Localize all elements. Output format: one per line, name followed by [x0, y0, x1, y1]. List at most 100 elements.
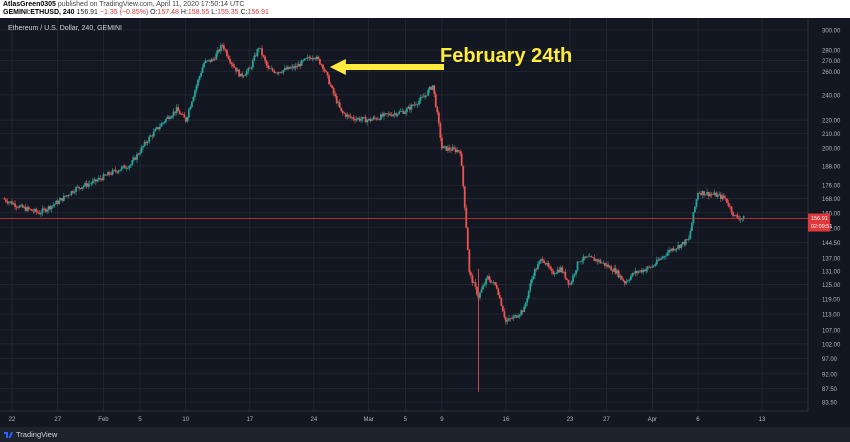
candle-body: [142, 146, 144, 148]
candle-body: [724, 197, 727, 199]
candle-body: [146, 142, 149, 144]
candle-body: [319, 59, 321, 65]
last-price-badge: [808, 213, 830, 232]
candle-body: [91, 180, 94, 184]
candle-body: [207, 59, 210, 61]
candle-body: [328, 75, 330, 85]
candle-body: [209, 59, 212, 62]
candle-body: [267, 65, 269, 69]
candle-body: [633, 273, 635, 274]
candle-body: [462, 165, 465, 187]
candle-body: [192, 96, 195, 102]
candle-body: [268, 68, 271, 69]
candle-body: [727, 202, 730, 207]
candle-body: [544, 262, 547, 265]
candle-body: [399, 111, 402, 112]
candle-body: [683, 241, 686, 245]
candle-body: [415, 104, 417, 106]
candle-body: [27, 207, 30, 210]
candle-body: [457, 150, 460, 152]
candle-body: [636, 271, 638, 273]
candle-body: [81, 187, 84, 189]
candle-body: [149, 135, 152, 137]
candle-body: [282, 70, 285, 73]
candle-body: [601, 262, 603, 264]
candle-body: [692, 212, 695, 223]
candle-body: [427, 89, 430, 96]
candle-body: [105, 175, 108, 176]
candle-body: [72, 191, 74, 193]
candle-body: [265, 60, 268, 66]
time-tick-label: Feb: [98, 417, 109, 423]
candle-body: [255, 55, 257, 57]
candle-body: [533, 269, 536, 276]
candle-body: [270, 68, 273, 70]
candle-body: [540, 259, 542, 262]
candle-body: [238, 69, 241, 77]
candle-body: [587, 256, 590, 258]
tradingview-logo[interactable]: TradingView: [4, 430, 57, 439]
price-chart[interactable]: 83.50 87.50 92.00 97.00 102.00 107.00 113.00 11…: [0, 18, 850, 427]
candle-body: [236, 69, 239, 72]
candle-body: [24, 206, 27, 211]
candle-body: [620, 275, 623, 280]
candle-body: [341, 111, 344, 113]
close-value: 156.91: [247, 9, 269, 16]
candle-body: [372, 117, 375, 120]
candle-body: [274, 72, 277, 74]
candle-body: [668, 249, 670, 253]
candle-body: [671, 248, 673, 251]
candle-body: [154, 129, 157, 132]
candle-body: [329, 84, 332, 86]
candle-body: [360, 119, 362, 121]
candle-body: [436, 107, 439, 113]
candle-body: [178, 111, 181, 115]
candle-body: [706, 192, 709, 195]
time-tick-label: 24: [310, 417, 317, 423]
candle-body: [463, 186, 466, 208]
time-tick-label: 16: [503, 417, 510, 423]
candle-body: [88, 183, 91, 185]
candle-body: [709, 194, 712, 197]
candle-body: [552, 270, 555, 275]
candle-body: [190, 101, 193, 107]
candle-body: [367, 118, 370, 121]
candle-body: [163, 121, 166, 123]
candle-body: [707, 192, 710, 197]
candle-body: [384, 113, 387, 114]
candle-body: [78, 186, 80, 189]
candle-body: [643, 269, 646, 272]
candle-body: [698, 192, 701, 194]
price-tick-label: 107.00: [822, 328, 841, 334]
candle-body: [218, 49, 221, 52]
candle-body: [290, 67, 292, 69]
candle-body: [497, 288, 500, 296]
time-tick-label: 27: [54, 417, 61, 423]
candle-body: [569, 284, 571, 285]
candle-body: [402, 111, 405, 114]
candle-body: [294, 65, 297, 69]
candle-body: [244, 74, 247, 76]
price-tick-label: 102.00: [822, 342, 841, 348]
candle-body: [445, 146, 448, 151]
candle-body: [442, 146, 445, 149]
candle-body: [302, 60, 305, 61]
candle-body: [200, 72, 202, 77]
candle-body: [658, 258, 661, 261]
author-name[interactable]: AtlasGreen0305: [3, 1, 56, 8]
candle-body: [43, 208, 45, 210]
candle-body: [719, 194, 722, 199]
candle-body: [222, 45, 225, 50]
candle-body: [181, 114, 184, 115]
last-price-value: 156.91: [811, 216, 828, 222]
candle-body: [53, 204, 56, 206]
candle-body: [416, 104, 419, 105]
candle-body: [701, 191, 704, 195]
candle-body: [631, 273, 634, 277]
candle-body: [675, 248, 678, 250]
candle-body: [338, 102, 341, 108]
candle-body: [494, 282, 497, 285]
candle-body: [389, 113, 391, 116]
candle-body: [84, 183, 87, 186]
chart-pane[interactable]: 83.50 87.50 92.00 97.00 102.00 107.00 113.00 11…: [0, 18, 850, 427]
